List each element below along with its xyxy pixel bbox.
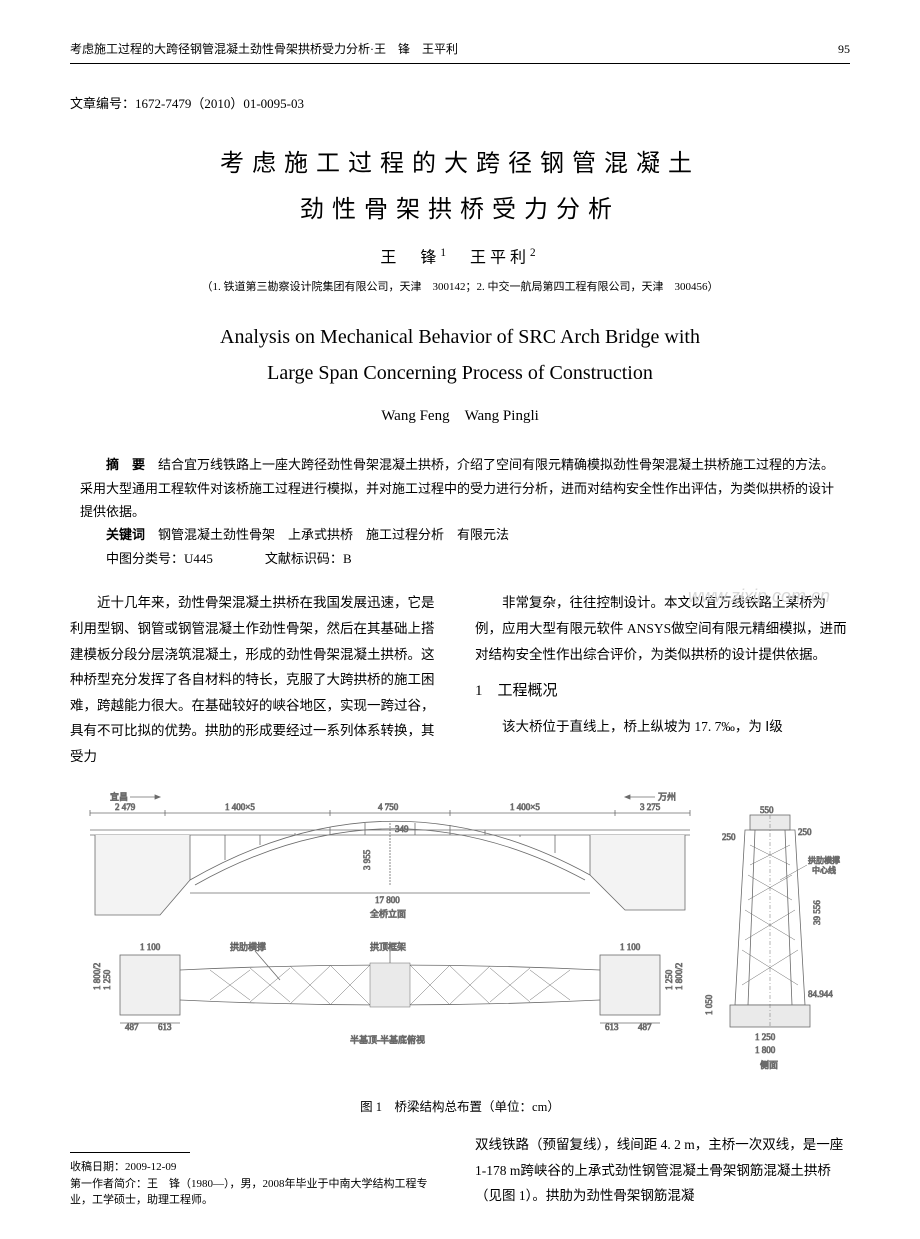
body-para-2: 非常复杂，往往控制设计。本文以宜万线铁路上某桥为例，应用大型有限元软件 ANSY… (475, 590, 850, 667)
body-para-4: 双线铁路（预留复线），线间距 4. 2 m，主桥一次双线，是一座 1-178 m… (475, 1132, 850, 1209)
section-1-heading: 1 工程概况 (475, 677, 850, 706)
svg-text:1 400×5: 1 400×5 (510, 802, 540, 812)
authors-cn: 王 锋1 王平利2 (70, 245, 850, 271)
svg-text:1 100: 1 100 (140, 942, 161, 952)
svg-text:全桥立面: 全桥立面 (370, 908, 406, 919)
svg-text:拱肋横撑: 拱肋横撑 (808, 855, 840, 865)
figure-1: 349 3 955 17 800 全桥立面 2 479 1 400×5 4 75… (70, 785, 850, 1117)
svg-text:1 100: 1 100 (620, 942, 641, 952)
abstract-text: 摘 要 结合宜万线铁路上一座大跨径劲性骨架混凝土拱桥，介绍了空间有限元精确模拟劲… (80, 453, 840, 523)
svg-text:3 275: 3 275 (640, 802, 661, 812)
svg-text:1 250: 1 250 (102, 969, 112, 990)
body-para-3: 该大桥位于直线上，桥上纵坡为 17. 7‰，为 Ⅰ级 (475, 714, 850, 740)
classification: 中图分类号：U445 文献标识码：B (80, 547, 840, 570)
body-para-1: 近十几年来，劲性骨架混凝土拱桥在我国发展迅速，它是利用型钢、钢管或钢管混凝土作劲… (70, 590, 445, 769)
page-container: 考虑施工过程的大跨径钢管混凝土劲性骨架拱桥受力分析·王 锋 王平利 95 文章编… (0, 0, 920, 1239)
svg-text:17 800: 17 800 (375, 895, 400, 905)
svg-text:39 556: 39 556 (812, 899, 822, 924)
svg-text:613: 613 (158, 1022, 172, 1032)
bridge-diagram: 349 3 955 17 800 全桥立面 2 479 1 400×5 4 75… (70, 785, 850, 1085)
svg-text:半基顶-半基底俯视: 半基顶-半基底俯视 (350, 1034, 425, 1045)
footnotes: 收稿日期：2009-12-09 第一作者简介：王 锋（1980—），男，2008… (70, 1159, 445, 1209)
svg-text:487: 487 (638, 1022, 652, 1032)
svg-text:1 800/2: 1 800/2 (674, 962, 684, 989)
page-number: 95 (838, 40, 850, 59)
body-columns: 近十几年来，劲性骨架混凝土拱桥在我国发展迅速，它是利用型钢、钢管或钢管混凝土作劲… (70, 590, 850, 769)
svg-text:250: 250 (722, 832, 736, 842)
svg-text:万州: 万州 (658, 792, 676, 802)
left-column-lower: 收稿日期：2009-12-09 第一作者简介：王 锋（1980—），男，2008… (70, 1132, 445, 1209)
svg-text:3 955: 3 955 (362, 849, 372, 870)
author-bio: 第一作者简介：王 锋（1980—），男，2008年毕业于中南大学结构工程专业，工… (70, 1176, 445, 1209)
svg-text:349: 349 (395, 824, 409, 834)
svg-text:487: 487 (125, 1022, 139, 1032)
svg-text:1 800: 1 800 (755, 1045, 776, 1055)
svg-text:613: 613 (605, 1022, 619, 1032)
svg-text:拱肋横撑: 拱肋横撑 (230, 941, 266, 952)
right-column-lower: 双线铁路（预留复线），线间距 4. 2 m，主桥一次双线，是一座 1-178 m… (475, 1132, 850, 1209)
footnote-separator (70, 1152, 190, 1153)
svg-text:250: 250 (798, 827, 812, 837)
title-en-line1: Analysis on Mechanical Behavior of SRC A… (70, 321, 850, 353)
running-header: 考虑施工过程的大跨径钢管混凝土劲性骨架拱桥受力分析·王 锋 王平利 95 (70, 40, 850, 64)
title-cn-line1: 考虑施工过程的大跨径钢管混凝土 (70, 145, 850, 183)
svg-text:1 400×5: 1 400×5 (225, 802, 255, 812)
svg-text:4 750: 4 750 (378, 802, 399, 812)
abstract-block: 摘 要 结合宜万线铁路上一座大跨径劲性骨架混凝土拱桥，介绍了空间有限元精确模拟劲… (80, 453, 840, 570)
received-date: 收稿日期：2009-12-09 (70, 1159, 445, 1176)
abstract-label: 摘 要 (106, 457, 145, 472)
article-id: 文章编号：1672-7479（2010）01-0095-03 (70, 94, 850, 115)
svg-text:550: 550 (760, 805, 774, 815)
svg-text:宜昌: 宜昌 (110, 791, 128, 802)
figure-1-caption: 图 1 桥梁结构总布置（单位：cm） (70, 1097, 850, 1117)
svg-text:1 800/2: 1 800/2 (92, 962, 102, 989)
body-columns-lower: 收稿日期：2009-12-09 第一作者简介：王 锋（1980—），男，2008… (70, 1132, 850, 1209)
keywords: 关键词 钢管混凝土劲性骨架 上承式拱桥 施工过程分析 有限元法 (80, 523, 840, 546)
left-column: 近十几年来，劲性骨架混凝土拱桥在我国发展迅速，它是利用型钢、钢管或钢管混凝土作劲… (70, 590, 445, 769)
affiliations: （1. 铁道第三勘察设计院集团有限公司，天津 300142；2. 中交一航局第四… (70, 279, 850, 297)
svg-text:2 479: 2 479 (115, 802, 136, 812)
svg-text:1 050: 1 050 (704, 994, 714, 1015)
svg-text:侧面: 侧面 (760, 1059, 778, 1070)
title-cn-line2: 劲性骨架拱桥受力分析 (70, 191, 850, 229)
right-column: 非常复杂，往往控制设计。本文以宜万线铁路上某桥为例，应用大型有限元软件 ANSY… (475, 590, 850, 769)
authors-en: Wang Feng Wang Pingli (70, 404, 850, 428)
svg-text:中心线: 中心线 (812, 865, 836, 875)
svg-text:84.944: 84.944 (808, 989, 833, 999)
running-title: 考虑施工过程的大跨径钢管混凝土劲性骨架拱桥受力分析·王 锋 王平利 (70, 40, 458, 59)
svg-text:拱顶框架: 拱顶框架 (370, 941, 406, 952)
svg-text:1 250: 1 250 (755, 1032, 776, 1042)
svg-text:1 250: 1 250 (664, 969, 674, 990)
title-en-line2: Large Span Concerning Process of Constru… (70, 357, 850, 389)
